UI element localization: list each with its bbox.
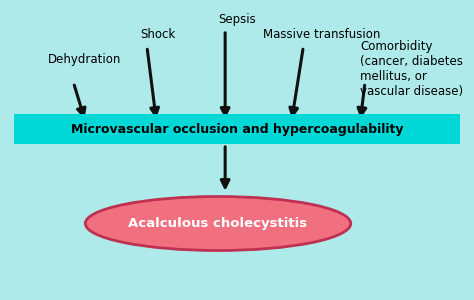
- Text: Microvascular occlusion and hypercoagulability: Microvascular occlusion and hypercoagula…: [71, 122, 403, 136]
- Text: Comorbidity
(cancer, diabetes
mellitus, or
vascular disease): Comorbidity (cancer, diabetes mellitus, …: [360, 40, 464, 98]
- Text: Shock: Shock: [140, 28, 175, 41]
- Text: Acalculous cholecystitis: Acalculous cholecystitis: [128, 217, 308, 230]
- Text: Sepsis: Sepsis: [218, 13, 256, 26]
- Ellipse shape: [85, 196, 351, 250]
- Text: Massive transfusion: Massive transfusion: [263, 28, 381, 41]
- FancyBboxPatch shape: [14, 114, 460, 144]
- Text: Dehydration: Dehydration: [47, 53, 121, 67]
